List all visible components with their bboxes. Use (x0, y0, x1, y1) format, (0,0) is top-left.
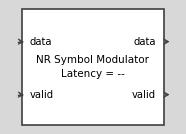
Polygon shape (164, 92, 169, 98)
Text: Latency = --: Latency = -- (61, 69, 125, 79)
Polygon shape (164, 39, 169, 44)
Polygon shape (18, 39, 23, 44)
Text: NR Symbol Modulator: NR Symbol Modulator (36, 55, 150, 65)
Text: data: data (134, 37, 156, 47)
Bar (22, 9, 164, 125)
Text: valid: valid (132, 90, 156, 100)
Polygon shape (18, 92, 23, 98)
Text: valid: valid (30, 90, 54, 100)
Text: data: data (30, 37, 52, 47)
